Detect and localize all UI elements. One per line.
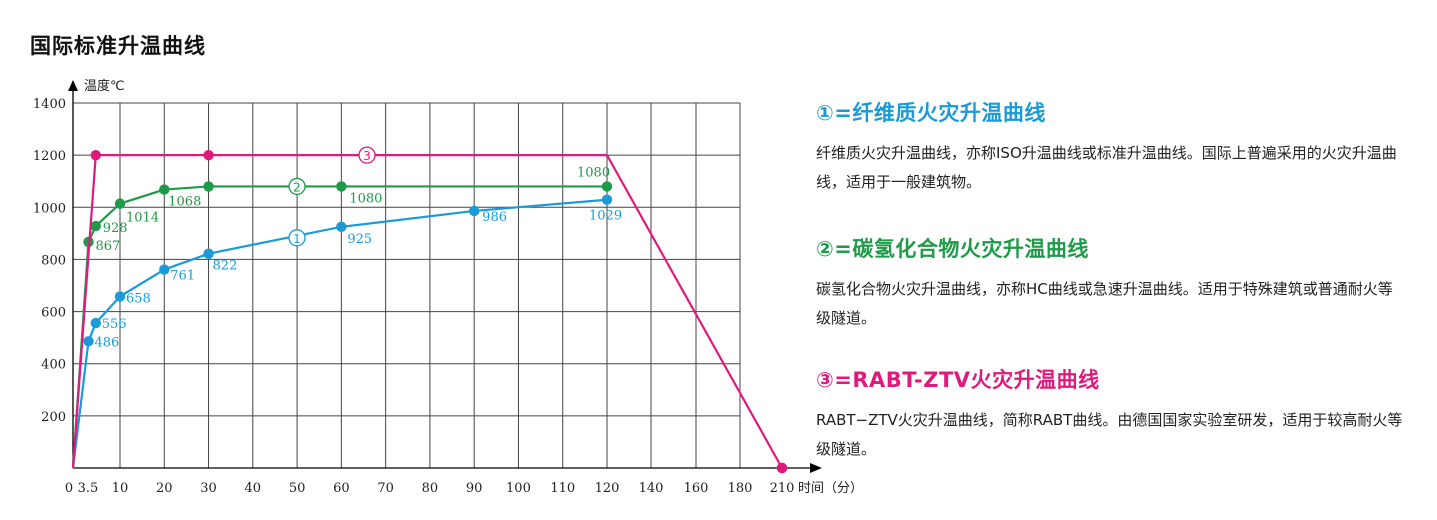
data-label: 1068 [168,195,201,210]
temperature-chart: 200 400 600 800 1000 1200 1400 0 3.5 10 20 30 40 50 60… [33,78,863,496]
series-marker-label: 1 [293,232,301,246]
data-label: 1080 [349,191,382,206]
x-tick-label: 100 [506,481,531,496]
x-tick-label: 90 [466,481,483,496]
data-label: 822 [213,259,238,274]
y-tick-label: 600 [41,306,66,321]
data-label: 925 [347,232,372,247]
x-axis-title: 时间（分） [798,481,863,496]
x-tick-label: 40 [245,481,262,496]
x-tick-label: 180 [728,481,753,496]
data-point [203,149,214,161]
x-tick-label: 50 [289,481,306,496]
y-axis-title: 温度℃ [84,78,125,94]
y-tick-label: 800 [41,253,66,268]
data-point [90,317,101,329]
x-tick-label: 80 [422,481,439,496]
page-title: 国际标准升温曲线 [30,34,206,58]
legend-rabt-heading: ③=RABT-ZTV火灾升温曲线 [816,368,1100,392]
data-point [159,184,170,195]
data-point [90,149,101,161]
data-point [114,198,126,209]
y-tick-label: 1000 [33,201,66,216]
data-point [776,462,788,474]
data-point [83,336,94,347]
data-point [601,181,613,192]
data-label: 1080 [577,165,610,180]
data-point [159,264,170,275]
x-tick-label: 120 [595,481,620,496]
series-marker-ring [288,229,306,247]
data-label: 1014 [126,211,159,226]
y-tick-label: 400 [41,358,66,373]
series-line [71,198,608,469]
legend-hydrocarbon-heading: ②=碳氢化合物火灾升温曲线 [816,237,1089,261]
y-tick-label: 1200 [33,149,66,164]
data-point [336,221,347,233]
x-tick-label: 0 [65,481,73,496]
x-tick-label: 70 [377,481,394,496]
x-tick-label: 110 [550,481,575,496]
legend-rabt-block: ③=RABT-ZTV火灾升温曲线 RABT−ZTV火灾升温曲线，简称RABT曲线… [816,364,1406,464]
series-marker-label: 2 [293,180,301,194]
y-tick-label: 1400 [33,97,66,112]
x-tick-label: 210 [770,481,795,496]
series-marker-ring [358,146,376,164]
data-label: 658 [126,291,151,306]
data-point [203,248,214,259]
y-axis-arrow [68,80,78,91]
x-tick-label: 3.5 [78,481,99,496]
data-label: 928 [103,221,128,236]
legend-fiber-heading: ①=纤维质火灾升温曲线 [816,101,1046,125]
data-point [336,181,347,192]
data-label: 867 [96,239,121,254]
x-tick-label: 140 [639,481,664,496]
data-point [601,194,613,205]
series-marker-label: 3 [363,149,371,163]
data-label: 986 [482,210,507,225]
data-label: 761 [170,269,195,284]
x-tick-label: 160 [684,481,709,496]
data-point [203,181,214,192]
y-tick-label: 200 [41,410,66,425]
legend-hydrocarbon-block: ②=碳氢化合物火灾升温曲线 碳氢化合物火灾升温曲线，亦称HC曲线或急速升温曲线。… [816,233,1406,333]
x-tick-label: 60 [333,481,350,496]
legend-fiber-desc: 纤维质火灾升温曲线，亦称ISO升温曲线或标准升温曲线。国际上普遍采用的火灾升温曲… [816,144,1397,191]
data-label: 556 [102,317,127,332]
legend-hydrocarbon-desc: 碳氢化合物火灾升温曲线，亦称HC曲线或急速升温曲线。适用于特殊建筑或普通耐火等级… [816,280,1393,327]
data-point [114,291,126,302]
x-tick-label: 20 [156,481,173,496]
legend-rabt-desc: RABT−ZTV火灾升温曲线，简称RABT曲线。由德国国家实验室研发，适用于较高… [816,411,1403,458]
x-tick-label: 10 [112,481,129,496]
x-axis-arrow [810,463,822,473]
data-label: 1029 [589,209,622,224]
data-point [90,220,101,232]
data-label: 486 [95,335,120,350]
x-tick-label: 30 [200,481,217,496]
legend-fiber-block: ①=纤维质火灾升温曲线 纤维质火灾升温曲线，亦称ISO升温曲线或标准升温曲线。国… [816,97,1406,197]
data-point [468,205,480,217]
series-marker-ring [288,177,306,196]
